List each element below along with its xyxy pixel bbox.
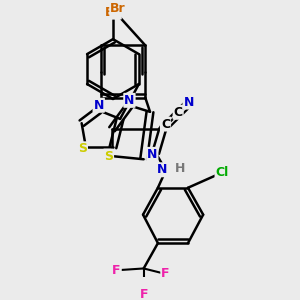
Text: N: N [124,94,135,107]
Text: F: F [112,263,121,277]
Text: N: N [184,95,194,109]
Text: N: N [157,163,168,176]
Text: C: C [174,106,183,119]
Text: Cl: Cl [215,166,229,179]
Text: Br: Br [110,2,126,15]
Text: H: H [175,162,185,175]
Text: C: C [161,118,170,130]
Text: S: S [104,150,113,163]
Text: N: N [147,148,158,161]
Text: F: F [161,267,170,280]
Text: Br: Br [105,6,121,19]
Text: S: S [78,142,87,155]
Text: N: N [94,99,104,112]
Text: F: F [140,288,148,300]
